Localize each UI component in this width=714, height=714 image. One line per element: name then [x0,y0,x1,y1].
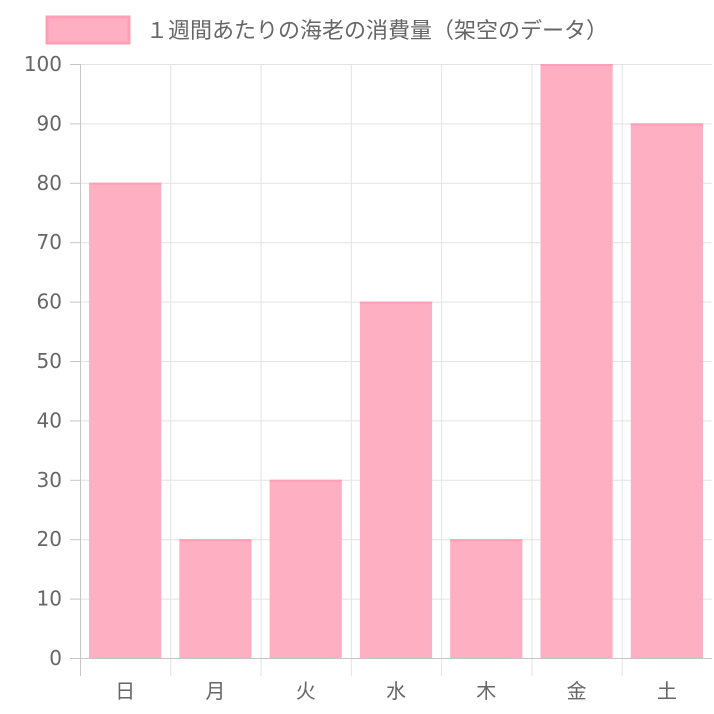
y-axis-ticks: 0 10 20 30 40 50 60 70 80 90 100 [24,52,80,670]
y-tick-label: 0 [49,646,62,670]
bar-0[interactable] [89,183,161,658]
y-tick-label: 10 [37,587,62,611]
x-axis-ticks: 日月火水木金土 [115,679,677,703]
legend-swatch[interactable] [47,17,129,43]
bar-1[interactable] [179,539,251,658]
y-tick-label: 100 [24,52,62,76]
legend-label: １週間あたりの海老の消費量（架空のデータ） [146,19,608,44]
x-tick-label: 日 [115,679,135,703]
y-tick-label: 80 [37,171,62,195]
y-tick-label: 30 [37,468,62,492]
x-tick-label: 月 [205,679,225,703]
y-tick-label: 40 [37,408,62,432]
x-tick-label: 水 [386,679,406,703]
bar-5[interactable] [540,64,612,658]
y-tick-label: 90 [37,111,62,135]
x-tick-label: 土 [657,679,677,703]
bar-3[interactable] [360,302,432,658]
y-tick-label: 60 [37,290,62,314]
bar-6[interactable] [631,123,703,658]
x-tick-label: 金 [567,679,587,703]
bar-4[interactable] [450,539,522,658]
x-tick-label: 木 [476,679,496,703]
y-tick-label: 70 [37,230,62,254]
x-tick-label: 火 [296,679,316,703]
bar-2[interactable] [270,480,342,658]
legend[interactable]: １週間あたりの海老の消費量（架空のデータ） [47,17,608,44]
y-tick-label: 20 [37,527,62,551]
y-tick-label: 50 [37,349,62,373]
